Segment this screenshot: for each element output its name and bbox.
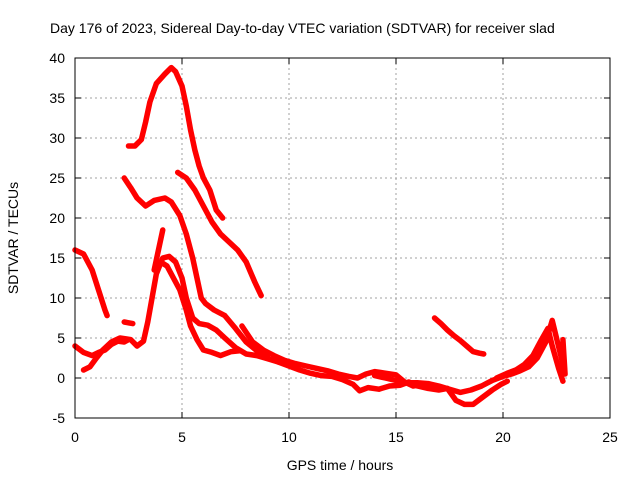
- y-tick-label: 5: [57, 330, 65, 346]
- series-line-arc-3: [80, 253, 282, 373]
- x-tick-label: 20: [495, 429, 511, 445]
- series-line-arc-4: [121, 319, 136, 327]
- x-tick-label: 0: [71, 429, 79, 445]
- y-tick-label: 15: [49, 250, 65, 266]
- tick-layer: 0 5 10 15 20 25 -5 0 5 10 15 20 25 30 35 40: [49, 50, 618, 445]
- series-line-arc-5: [125, 64, 226, 221]
- y-tick-label: 35: [49, 90, 65, 106]
- y-tick-label: -5: [53, 410, 66, 426]
- y-tick-label: 10: [49, 290, 65, 306]
- x-tick-label: 10: [281, 429, 297, 445]
- y-tick-label: 0: [57, 370, 65, 386]
- series-line-arc-11: [371, 317, 568, 396]
- series-line-arc-10: [275, 359, 511, 408]
- y-axis-title: SDTVAR / TECUs: [5, 182, 21, 294]
- series-line-arc-6: [121, 175, 271, 359]
- grid-layer: [75, 58, 610, 418]
- y-tick-label: 30: [49, 130, 65, 146]
- y-tick-label: 25: [49, 170, 65, 186]
- plot-frame: [74, 57, 611, 419]
- chart-title: Day 176 of 2023, Sidereal Day-to-day VTE…: [50, 20, 555, 36]
- x-tick-label: 5: [178, 429, 186, 445]
- series-line-arc-13: [431, 315, 487, 357]
- series-line-arc-7: [151, 227, 243, 359]
- series-layer: [72, 64, 568, 408]
- y-tick-label: 20: [49, 210, 65, 226]
- x-tick-label: 25: [602, 429, 618, 445]
- series-line-arc-12: [493, 325, 566, 384]
- y-tick-label: 40: [49, 50, 65, 66]
- x-axis-title: GPS time / hours: [287, 457, 394, 473]
- series-line-arc-9: [239, 323, 425, 389]
- series-line-arc-1: [72, 247, 110, 319]
- x-tick-label: 15: [388, 429, 404, 445]
- series-line-arc-8: [174, 169, 264, 299]
